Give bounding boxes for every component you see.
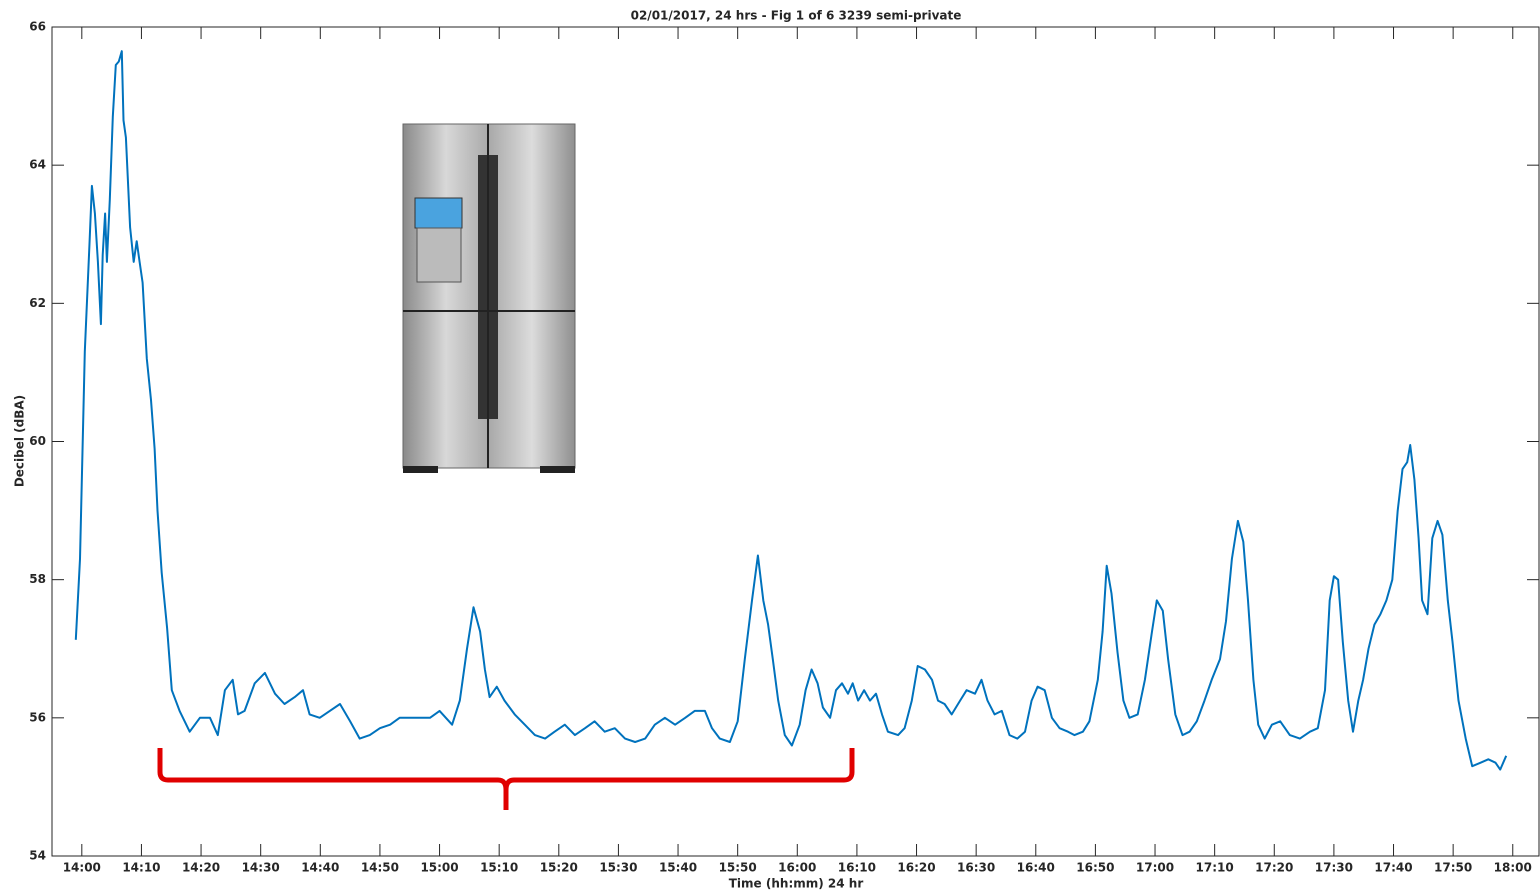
x-tick-label: 17:00 (1136, 861, 1174, 875)
x-tick-label: 16:00 (778, 861, 816, 875)
x-tick-label: 14:50 (361, 861, 399, 875)
x-tick-label: 15:30 (599, 861, 637, 875)
y-tick-label: 66 (29, 20, 46, 34)
y-tick-label: 64 (29, 158, 46, 172)
x-tick-label: 15:10 (480, 861, 518, 875)
x-tick-label: 15:40 (659, 861, 697, 875)
x-tick-label: 14:30 (242, 861, 280, 875)
y-tick-label: 56 (29, 710, 46, 724)
x-tick-label: 14:00 (63, 861, 101, 875)
x-tick-label: 17:50 (1434, 861, 1472, 875)
x-axis-label: Time (hh:mm) 24 hr (729, 877, 864, 891)
chart-title: 02/01/2017, 24 hrs - Fig 1 of 6 3239 sem… (631, 9, 962, 23)
y-tick-label: 54 (29, 849, 46, 863)
x-tick-label: 16:30 (957, 861, 995, 875)
data-line (74, 50, 1508, 771)
x-tick-label: 15:00 (420, 861, 458, 875)
bracket-annotation (157, 748, 855, 810)
y-axis-label: Decibel (dBA) (13, 395, 27, 487)
x-tick-label: 15:50 (719, 861, 757, 875)
x-tick-label: 14:40 (301, 861, 339, 875)
x-tick-label: 16:40 (1017, 861, 1055, 875)
x-tick-label: 16:10 (838, 861, 876, 875)
fridge-image (402, 123, 576, 473)
plot-box (51, 26, 1540, 857)
x-tick-label: 17:10 (1196, 861, 1234, 875)
x-tick-label: 16:50 (1076, 861, 1114, 875)
x-tick-label: 18:00 (1494, 861, 1532, 875)
x-tick-label: 14:20 (182, 861, 220, 875)
x-tick-label: 16:20 (897, 861, 935, 875)
y-tick-label: 60 (29, 434, 46, 448)
y-tick-label: 58 (29, 572, 46, 586)
x-tick-label: 14:10 (122, 861, 160, 875)
x-tick-label: 15:20 (540, 861, 578, 875)
x-tick-label: 17:30 (1315, 861, 1353, 875)
x-tick-label: 17:40 (1374, 861, 1412, 875)
x-tick-label: 17:20 (1255, 861, 1293, 875)
y-tick-label: 62 (29, 296, 46, 310)
